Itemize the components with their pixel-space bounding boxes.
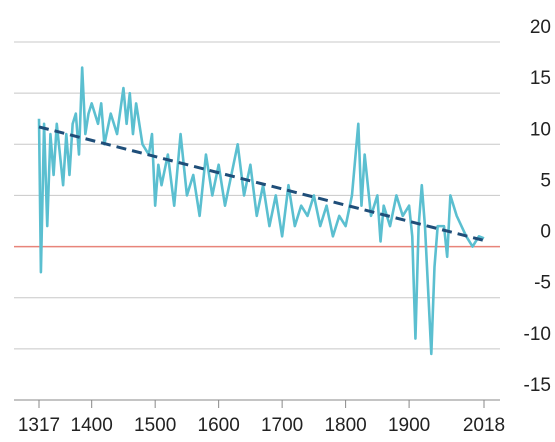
y-tick-label: -15 [524, 375, 551, 396]
x-tick-label: 1900 [388, 415, 430, 436]
x-tick-label: 1700 [261, 415, 303, 436]
x-tick-label: 1317 [18, 415, 60, 436]
x-tick-label: 1400 [71, 415, 113, 436]
y-tick-label: -10 [524, 324, 551, 345]
data-line [37, 66, 485, 356]
trend-line [38, 125, 485, 242]
y-tick-label: 10 [530, 119, 551, 140]
y-tick-label: -5 [534, 273, 551, 294]
y-tick-label: 20 [530, 17, 551, 38]
y-tick-label: 15 [530, 68, 551, 89]
x-tick-label: 2018 [463, 415, 505, 436]
y-tick-label: 0 [540, 222, 551, 243]
y-tick-label: 5 [540, 170, 551, 191]
x-tick-label: 1500 [134, 415, 176, 436]
x-tick-label: 1600 [198, 415, 240, 436]
x-tick-label: 1800 [324, 415, 366, 436]
